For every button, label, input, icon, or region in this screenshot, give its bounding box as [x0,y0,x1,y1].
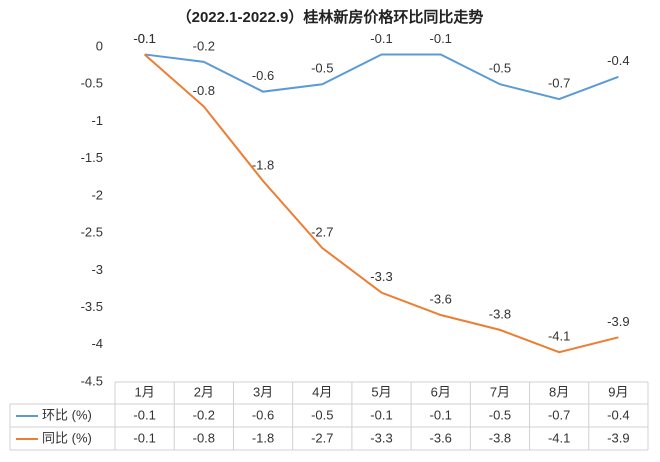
data-label: -3.8 [489,306,511,321]
data-label: -0.8 [193,83,215,98]
data-label: -0.4 [607,53,629,68]
data-table-grid [9,381,649,451]
table-cell: -0.8 [193,430,215,445]
x-tick-label: 1月 [134,384,154,399]
data-label: -3.6 [430,291,452,306]
legend-label: 环比 (%) [42,407,92,422]
data-label: -0.2 [193,38,215,53]
table-cell: -3.8 [489,430,511,445]
data-label: -0.6 [252,68,274,83]
table-cell: -0.1 [430,407,452,422]
x-tick-label: 2月 [194,384,214,399]
table-cell: -2.7 [311,430,333,445]
data-label: -0.5 [311,61,333,76]
data-label: -3.9 [607,314,629,329]
y-tick-label: -3.5 [81,299,103,314]
data-label: -2.7 [311,224,333,239]
data-label: -0.1 [133,31,155,46]
y-tick-label: -4 [91,336,103,351]
data-label: -3.3 [370,269,392,284]
table-cell: -0.1 [370,407,392,422]
data-label: -0.1 [370,31,392,46]
y-tick-label: -0.5 [81,76,103,91]
table-cell: -0.5 [489,407,511,422]
x-tick-label: 6月 [431,384,451,399]
y-tick-label: -4.5 [81,373,103,388]
table-cell: -0.1 [133,430,155,445]
table-cell: -3.3 [370,430,392,445]
table-cell: -0.5 [311,407,333,422]
chart-title: （2022.1-2022.9）桂林新房价格环比同比走势 [177,8,484,26]
legend-label: 同比 (%) [42,430,92,445]
data-label: -4.1 [548,329,570,344]
x-tick-label: 7月 [490,384,510,399]
x-tick-label: 5月 [371,384,391,399]
table-cell: -0.6 [252,407,274,422]
table-cell: -3.9 [607,430,629,445]
table-cell: -4.1 [548,430,570,445]
table-cell: -0.2 [193,407,215,422]
x-tick-label: 8月 [549,384,569,399]
table-cell: -3.6 [430,430,452,445]
table-cell: -1.8 [252,430,274,445]
data-label: -0.1 [430,31,452,46]
table-cell: -0.1 [133,407,155,422]
data-label: -0.5 [489,61,511,76]
x-tick-label: 4月 [312,384,332,399]
y-tick-label: 0 [96,38,103,53]
table-cell: -0.4 [607,407,629,422]
series-line [143,53,619,354]
y-tick-label: -3 [91,262,103,277]
table-cell: -0.7 [548,407,570,422]
data-label: -1.8 [252,157,274,172]
data-label: -0.1 [133,31,155,46]
y-tick-label: -1.5 [81,150,103,165]
x-tick-label: 9月 [608,384,628,399]
x-tick-label: 3月 [253,384,273,399]
y-tick-label: -2.5 [81,225,103,240]
series-line [144,53,619,101]
data-label: -0.7 [548,76,570,91]
y-tick-label: -2 [91,187,103,202]
y-tick-label: -1 [91,113,103,128]
